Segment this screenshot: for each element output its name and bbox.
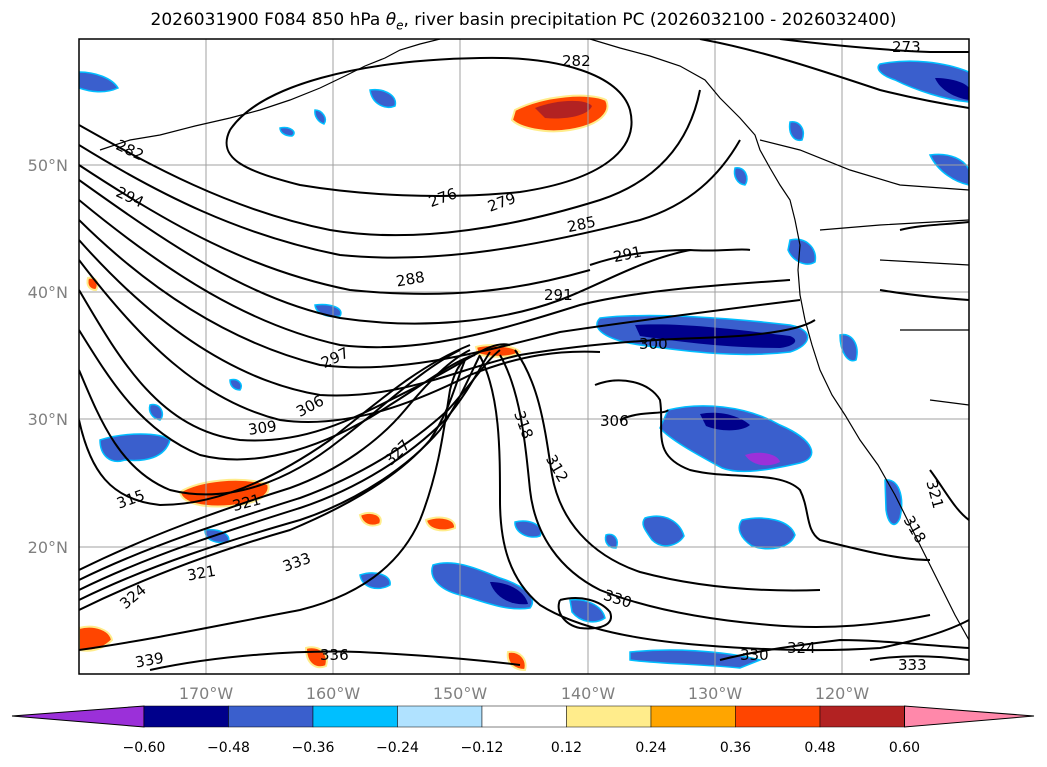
- colorbar-bin: [481, 705, 567, 728]
- theta-e-contours: [79, 39, 969, 671]
- lon-label: 170°W: [179, 684, 234, 703]
- title-symbol-sub: e: [396, 18, 404, 33]
- colorbar-tick-label: 0.12: [551, 740, 582, 756]
- lat-label: 30°N: [28, 410, 68, 429]
- contour-label: 282: [562, 52, 591, 70]
- lat-label: 20°N: [28, 538, 68, 557]
- title-symbol: θ: [385, 10, 397, 30]
- title-level: 850 hPa: [311, 10, 381, 30]
- contour-label: 306: [600, 412, 629, 430]
- contour-label: 291: [544, 286, 573, 304]
- negative-precip-shading: [79, 60, 969, 669]
- contour-label: 288: [395, 268, 426, 291]
- map-frame: [78, 38, 970, 675]
- map-plot-area: 282 282 294 276 279 285 291 288 291 297 …: [79, 38, 969, 674]
- lat-label: 50°N: [28, 156, 68, 175]
- colorbar-bin: [819, 705, 905, 728]
- colorbar-bin: [228, 705, 314, 728]
- longitude-labels: 170°W 160°W 150°W 140°W 130°W 120°W: [179, 684, 870, 703]
- lon-label: 120°W: [815, 684, 870, 703]
- colorbar-tick-label: −0.60: [123, 740, 166, 756]
- latitude-labels: 50°N 40°N 30°N 20°N: [28, 156, 68, 557]
- map-title: 2026031900 F084 850 hPa θe, river basin …: [0, 10, 1047, 32]
- contour-label: 339: [134, 649, 165, 672]
- colorbar-tick-label: −0.12: [461, 740, 504, 756]
- contour-label: 309: [247, 417, 278, 439]
- contour-labels: 282 282 294 276 279 285 291 288 291 297 …: [113, 38, 947, 674]
- colorbar: −0.60 −0.48 −0.36 −0.24 −0.12 0.12 0.24 …: [11, 705, 1035, 756]
- contour-label: 300: [639, 335, 668, 353]
- colorbar-bin: [143, 705, 229, 728]
- colorbar-tick-label: −0.24: [376, 740, 419, 756]
- colorbar-tick-label: 0.60: [889, 740, 920, 756]
- title-forecast: F084: [264, 10, 307, 30]
- contour-label: 330: [740, 646, 769, 664]
- contour-label: 321: [186, 562, 217, 585]
- colorbar-extend-high: [904, 705, 1035, 728]
- lat-label: 40°N: [28, 283, 68, 302]
- colorbar-tick-label: 0.48: [804, 740, 835, 756]
- lon-label: 150°W: [433, 684, 488, 703]
- colorbar-extend-low: [11, 705, 145, 728]
- contour-label: 273: [892, 38, 921, 56]
- contour-label: 324: [787, 639, 816, 657]
- contour-label: 336: [320, 646, 349, 664]
- colorbar-tick-label: 0.24: [635, 740, 666, 756]
- lon-label: 140°W: [561, 684, 616, 703]
- lon-label: 160°W: [306, 684, 361, 703]
- map-gridlines: [79, 39, 969, 674]
- colorbar-bin: [650, 705, 736, 728]
- colorbar-bin: [566, 705, 652, 728]
- contour-label: 285: [566, 213, 598, 237]
- title-rest: , river basin precipitation PC (20260321…: [403, 10, 897, 30]
- title-run: 2026031900: [150, 10, 259, 30]
- coastlines: [99, 39, 969, 641]
- contour-label: 291: [612, 243, 644, 267]
- colorbar-tick-label: −0.36: [292, 740, 335, 756]
- contour-label: 333: [898, 656, 927, 674]
- colorbar-bin: [397, 705, 483, 728]
- colorbar-tick-label: −0.48: [207, 740, 250, 756]
- colorbar-tick-label: 0.36: [720, 740, 751, 756]
- colorbar-bin: [312, 705, 398, 728]
- lon-label: 130°W: [688, 684, 743, 703]
- colorbar-bin: [735, 705, 821, 728]
